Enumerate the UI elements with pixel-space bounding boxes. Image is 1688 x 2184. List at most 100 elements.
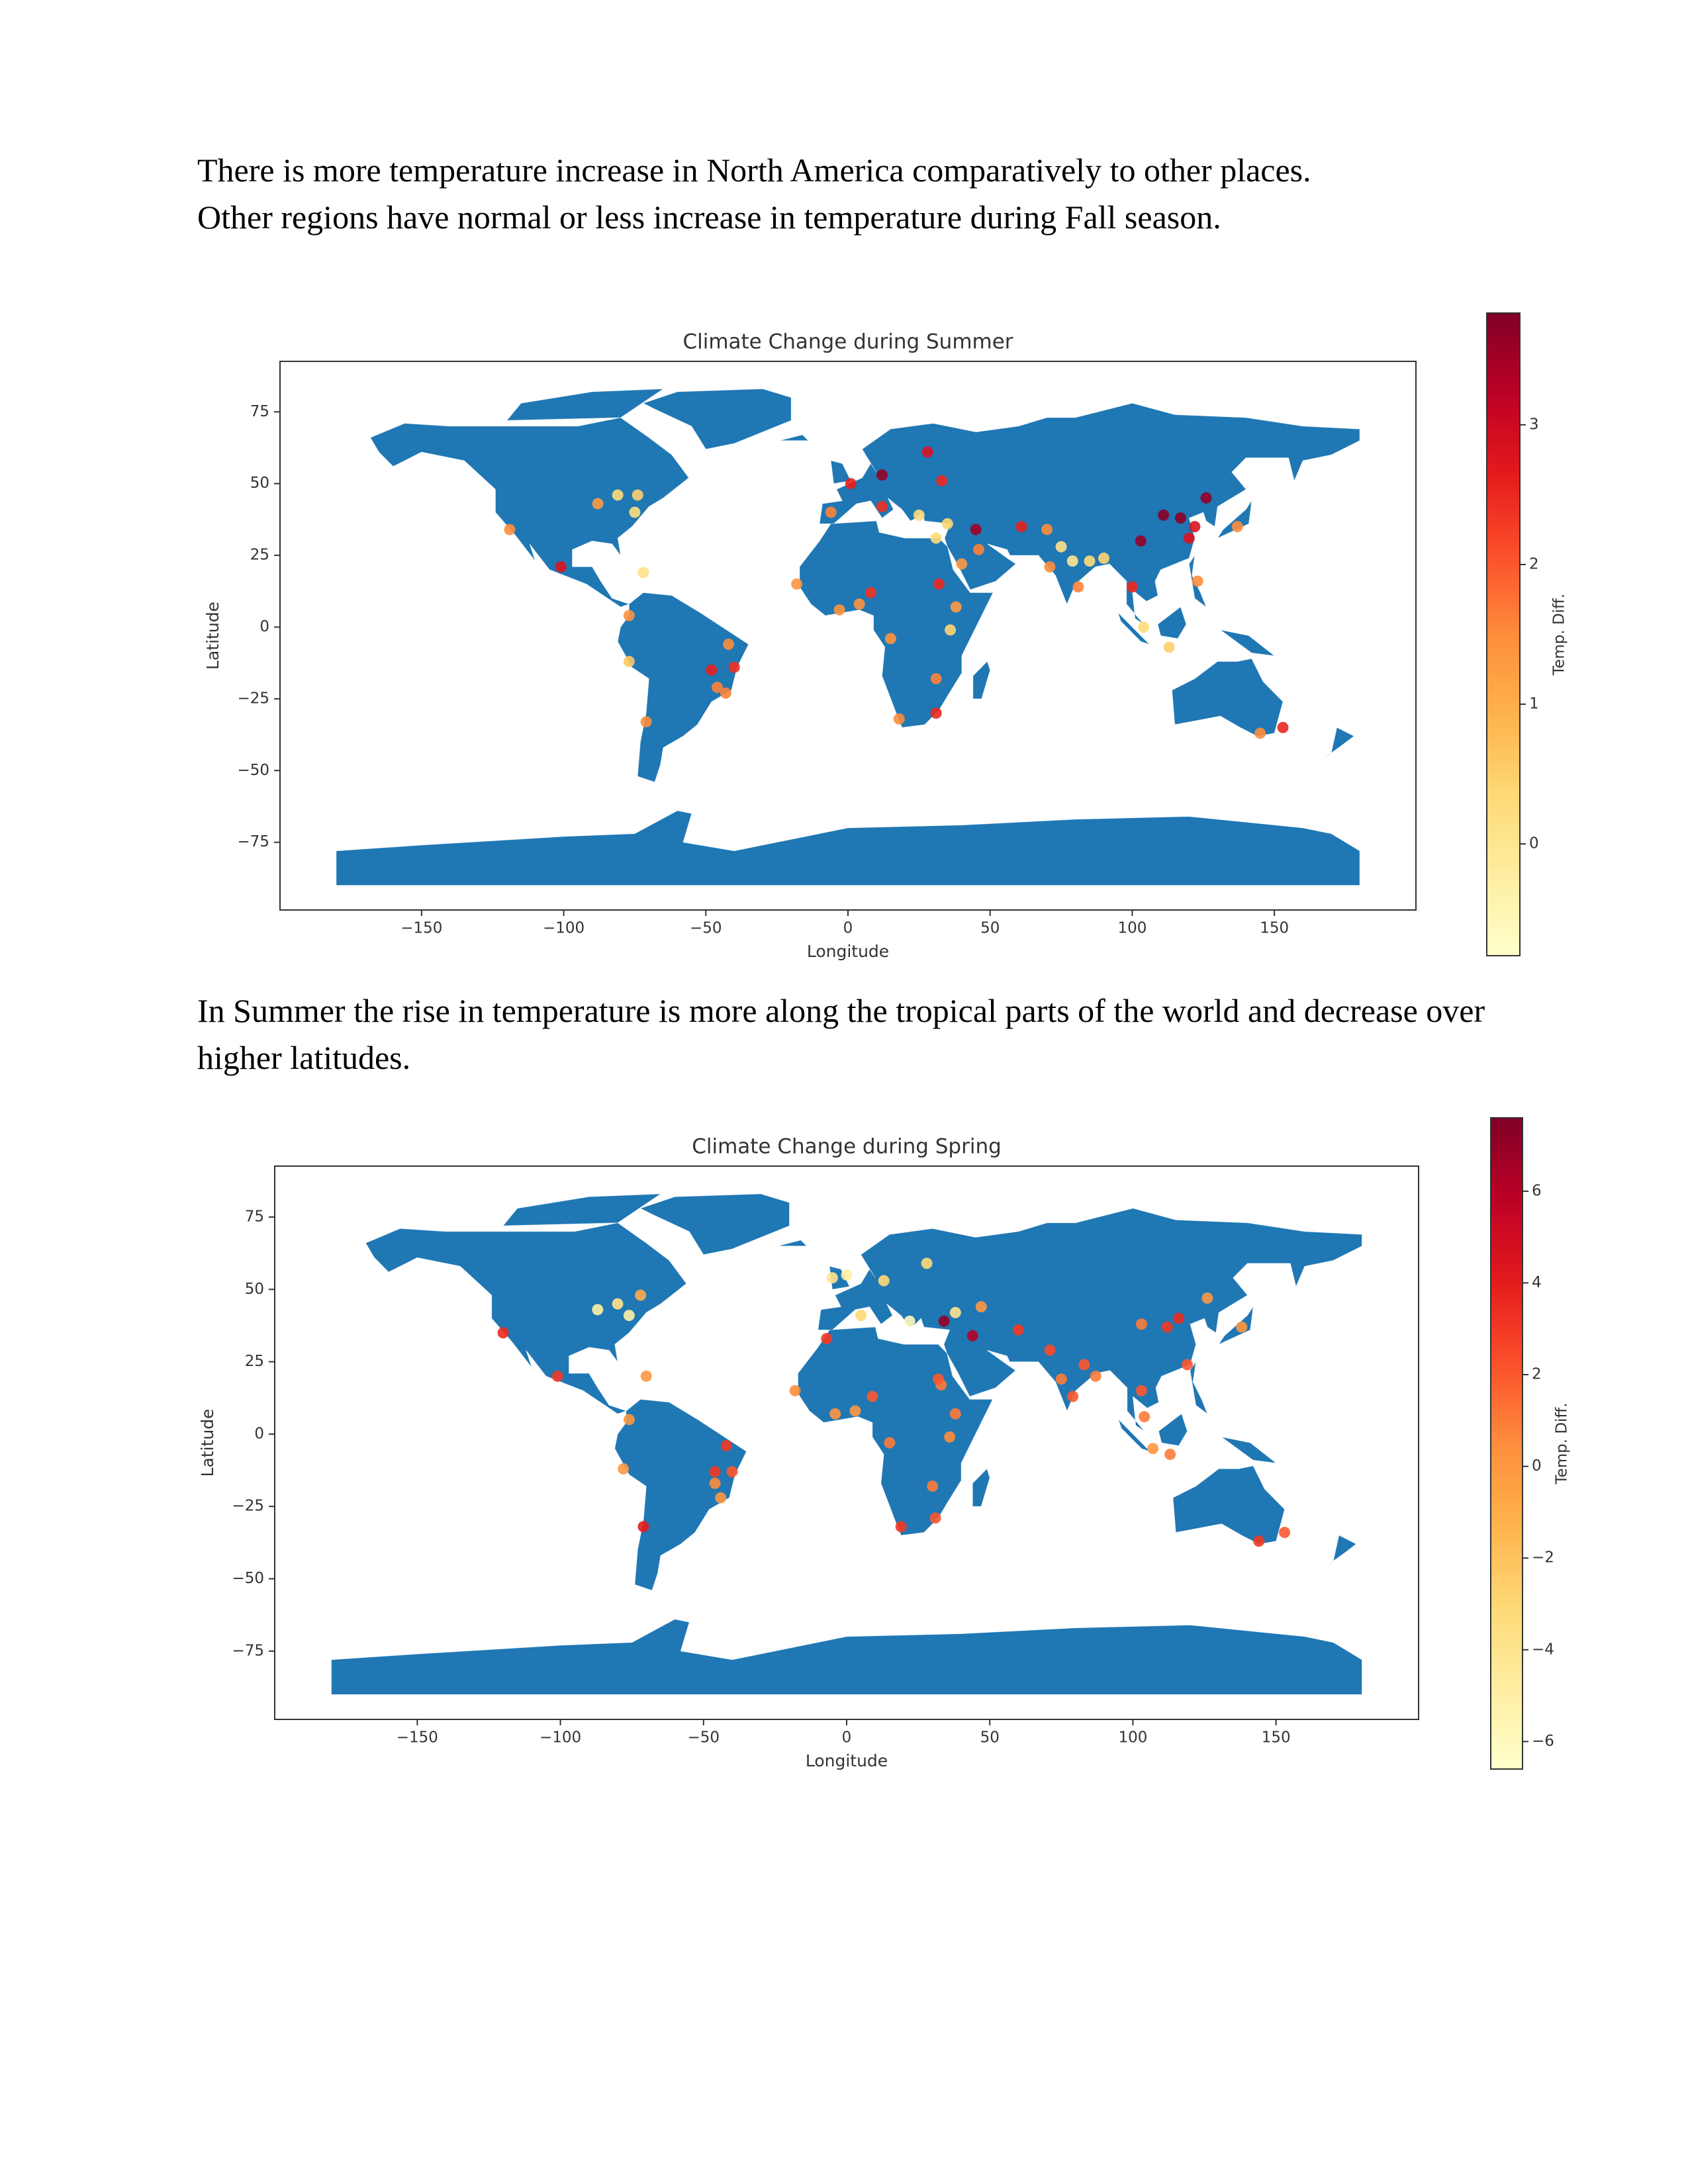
data-point	[1192, 575, 1203, 587]
data-point	[791, 578, 803, 590]
chart: Climate Change during Spring −150 −100 −50 0…	[198, 1117, 1571, 1770]
x-tick-label: −150	[400, 920, 442, 937]
x-tick-label: 100	[1118, 1729, 1147, 1747]
land	[370, 417, 690, 608]
data-point	[878, 1275, 890, 1287]
data-point	[723, 639, 735, 651]
data-point	[1090, 1370, 1102, 1382]
data-point	[640, 1370, 652, 1382]
land	[336, 810, 1360, 886]
data-point	[921, 446, 933, 458]
data-point	[1253, 1535, 1265, 1547]
chart-title: Climate Change during Summer	[682, 330, 1013, 354]
land	[1118, 1419, 1150, 1452]
data-point	[884, 633, 896, 645]
y-tick-label: 0	[254, 1425, 264, 1442]
data-point	[825, 506, 837, 518]
data-point	[706, 664, 718, 676]
data-point	[637, 567, 649, 578]
data-point	[555, 561, 567, 572]
map	[331, 1193, 1362, 1695]
x-tick-label: 50	[980, 920, 1000, 937]
data-point	[504, 523, 516, 535]
colorbar-tick-label: −6	[1532, 1733, 1554, 1750]
data-point	[720, 1439, 732, 1451]
data-point	[497, 1327, 509, 1339]
data-point	[1201, 1292, 1213, 1304]
y-tick-label: 0	[259, 618, 269, 635]
paragraph: In Summer the rise in temperature is mor…	[197, 992, 1485, 1076]
data-point	[949, 1408, 961, 1420]
data-point	[623, 1414, 635, 1426]
colorbar-tick-label: 1	[1529, 696, 1539, 713]
data-point	[726, 1466, 738, 1478]
data-point	[629, 506, 641, 518]
land	[799, 520, 994, 728]
data-point	[1084, 555, 1096, 567]
data-point	[895, 1521, 907, 1533]
x-tick-label: −150	[397, 1729, 438, 1747]
data-point	[1012, 1324, 1024, 1336]
data-point	[711, 682, 723, 694]
x-axis-label: Longitude	[806, 1751, 888, 1770]
data-point	[715, 1492, 727, 1504]
data-point	[949, 1306, 961, 1318]
data-point	[1279, 1527, 1291, 1539]
land	[1324, 1535, 1357, 1568]
y-tick-label: 75	[245, 1208, 264, 1225]
data-point	[845, 478, 857, 490]
data-point	[1189, 521, 1201, 533]
x-tick-label: 150	[1262, 1729, 1291, 1747]
data-point	[933, 578, 945, 590]
x-tick-label: 0	[843, 920, 853, 937]
y-tick-label: −25	[237, 690, 269, 707]
colorbar-tick-label: 2	[1532, 1366, 1542, 1383]
colorbar-tick-label: 0	[1529, 835, 1539, 852]
data-point	[635, 1289, 647, 1301]
land	[1157, 606, 1187, 639]
data-point	[1078, 1359, 1090, 1371]
data-point	[855, 1310, 867, 1322]
colorbar-tick-label: −2	[1532, 1549, 1554, 1567]
land	[614, 1398, 747, 1591]
land	[639, 1193, 790, 1255]
land	[506, 388, 665, 421]
data-point	[1182, 1359, 1194, 1371]
land	[331, 1619, 1362, 1695]
data-point	[623, 656, 635, 668]
data-point	[1147, 1443, 1159, 1455]
data-point	[592, 1304, 604, 1316]
data-point	[1163, 641, 1175, 653]
data-point	[927, 1480, 939, 1492]
data-point	[1072, 581, 1084, 593]
land	[779, 434, 809, 441]
data-point	[1161, 1321, 1173, 1333]
data-point	[1277, 721, 1289, 733]
data-point	[1135, 1318, 1147, 1330]
data-point	[945, 624, 957, 636]
x-tick-label: 150	[1260, 920, 1289, 937]
data-point	[821, 1333, 833, 1345]
land	[1158, 1413, 1188, 1446]
data-point	[709, 1466, 721, 1478]
colorbar-tick-label: 4	[1532, 1274, 1542, 1291]
data-point	[623, 610, 635, 621]
chart: Climate Change during Summer −150 −100 −50 0…	[203, 312, 1568, 961]
data-point	[930, 532, 942, 544]
y-tick-label: −50	[232, 1570, 264, 1587]
data-point	[941, 518, 953, 529]
data-point	[1236, 1321, 1248, 1333]
data-point	[592, 498, 604, 510]
colorbar-tick-label: 2	[1529, 555, 1539, 572]
y-axis-label: Latitude	[198, 1409, 217, 1477]
y-tick-label: −50	[237, 762, 269, 779]
data-point	[637, 1521, 649, 1533]
colorbar-tick-label: 3	[1529, 416, 1539, 433]
chart-title: Climate Change during Spring	[692, 1135, 1002, 1159]
colorbar-label: Temp. Diff.	[1554, 1402, 1571, 1484]
land	[502, 1193, 662, 1226]
colorbar	[1490, 1117, 1523, 1770]
data-point	[876, 500, 888, 512]
data-point	[1254, 727, 1266, 739]
